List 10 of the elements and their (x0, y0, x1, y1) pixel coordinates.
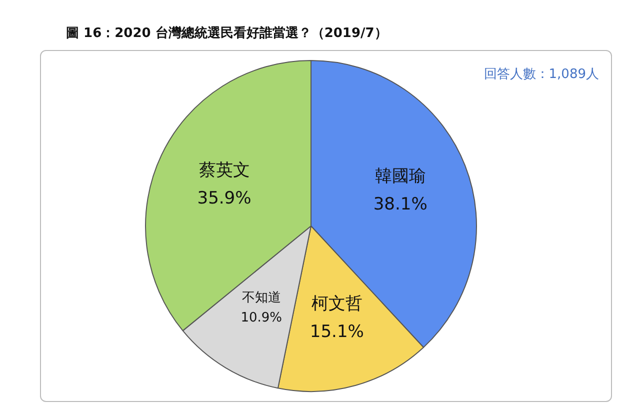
data-label: 10.9% (240, 310, 282, 326)
chart-title: 圖 16：2020 台灣總統選民看好誰當選？（2019/7） (66, 24, 388, 42)
slice-label: 柯文哲 (311, 294, 362, 314)
slice-label: 韓國瑜 (374, 166, 426, 186)
text: 回答人數：1,089人 (484, 66, 599, 83)
data-label: 15.1% (310, 322, 364, 342)
data-label: 35.9% (197, 188, 252, 208)
slice-label: 蔡英文 (198, 160, 250, 180)
data-label: 38.1% (373, 194, 428, 214)
slice-label: 不知道 (242, 290, 281, 306)
